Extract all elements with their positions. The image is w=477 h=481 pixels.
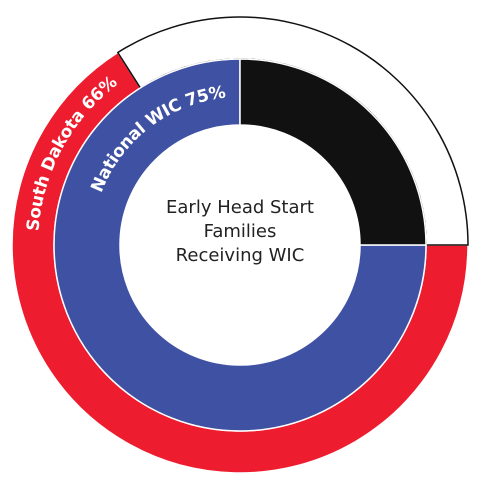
chart-title: Early Head Start Families Receiving WIC (166, 197, 314, 266)
ring-segment (53, 58, 427, 432)
ring-segment (239, 58, 427, 246)
center-hole (120, 125, 360, 365)
